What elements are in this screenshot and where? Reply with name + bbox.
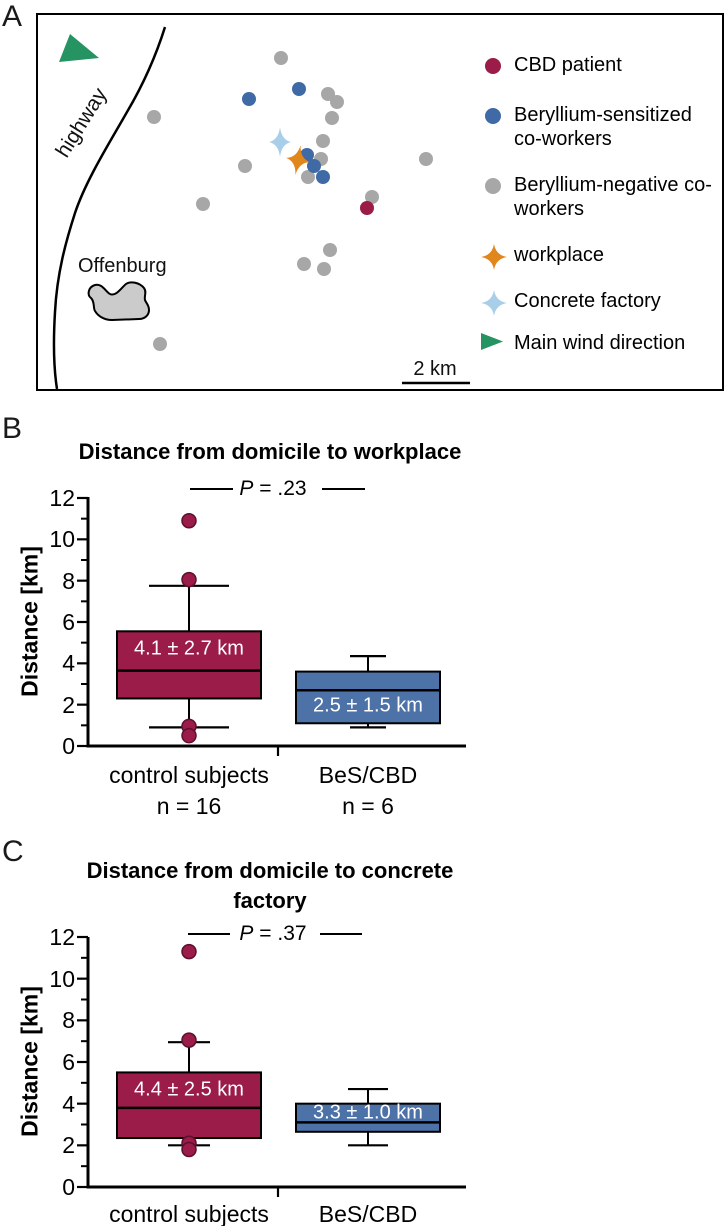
legend-item-ben-coworkers: Beryllium-negative co-workers xyxy=(480,173,716,221)
panel-c-bes-mean-label: 3.3 ± 1.0 km xyxy=(313,1101,423,1124)
p-number: = .23 xyxy=(259,477,307,500)
beryllium-sensitized-point xyxy=(242,92,256,106)
legend-label: CBD patient xyxy=(514,54,622,76)
panel-b-control-outlier-point xyxy=(181,571,197,588)
beryllium-sensitized-point xyxy=(292,82,306,96)
panel-b-tick-label: 8 xyxy=(62,567,75,594)
beryllium-negative-point xyxy=(330,95,344,109)
beryllium-negative-point xyxy=(365,190,379,204)
panel-b-p-value: P = .23 xyxy=(170,477,376,501)
panel-c-bes-cbd-box xyxy=(295,1102,441,1133)
panel-c-control-outlier-point xyxy=(181,943,197,960)
workplace-marker xyxy=(286,145,310,175)
beryllium-negative-point xyxy=(316,134,330,148)
city-shape xyxy=(87,281,150,321)
panel-c-title-line2: factory xyxy=(233,888,307,913)
panel-c-letter: C xyxy=(2,835,24,868)
legend-item-wind-direction: Main wind direction xyxy=(480,331,716,355)
beryllium-sensitized-point xyxy=(316,170,330,184)
panel-b-tick-label: 6 xyxy=(62,608,75,635)
legend-item-workplace: workplace xyxy=(480,243,716,270)
panel-c-tick-label: 2 xyxy=(62,1132,75,1159)
panel-b-tick-label: 2 xyxy=(62,691,75,718)
legend-label: workplace xyxy=(514,244,605,266)
beryllium-negative-point xyxy=(325,111,339,125)
beryllium-negative-point xyxy=(323,243,337,257)
main-wind-direction-marker xyxy=(59,34,99,62)
p-symbol: P xyxy=(239,477,254,500)
panel-c-control-mean-label: 4.4 ± 2.5 km xyxy=(134,1078,244,1101)
panel-b-bes-cbd-box xyxy=(295,670,441,725)
panel-b-control-outlier-point xyxy=(181,727,197,744)
beryllium-negative-point xyxy=(196,197,210,211)
panel-b-tick-label: 10 xyxy=(49,526,75,553)
beryllium-negative-point xyxy=(274,51,288,65)
panel-c-p-value: P = .37 xyxy=(170,922,376,946)
p-number: = .37 xyxy=(259,922,307,945)
city-label: Offenburg xyxy=(78,255,167,277)
panel-b-group2-label: BeS/CBD xyxy=(318,762,418,788)
beryllium-negative-point xyxy=(317,262,331,276)
panel-b-bes-mean-label: 2.5 ± 1.5 km xyxy=(313,694,423,717)
map-canvas xyxy=(52,26,470,389)
beryllium-sensitized-point xyxy=(307,159,321,173)
panel-b-control-box xyxy=(116,630,262,700)
panel-c-tick-label: 6 xyxy=(62,1049,75,1075)
map-panel: highway Offenburg 2 km CBD patient Beryl… xyxy=(36,13,724,391)
panel-c-control-outlier-point xyxy=(181,1032,197,1048)
panel-c-title-line1: Distance from domicile to concrete xyxy=(86,858,454,883)
panel-c-tick-label: 12 xyxy=(49,924,75,950)
beryllium-negative-point xyxy=(301,170,315,184)
beryllium-negative-point xyxy=(153,337,167,351)
panel-c-tick-label: 8 xyxy=(62,1007,75,1034)
panel-b-control-outlier-point xyxy=(181,512,197,529)
legend-label: Main wind direction xyxy=(514,332,686,354)
cbd-patient-point xyxy=(360,201,374,215)
panel-c-tick-label: 0 xyxy=(62,1174,75,1200)
panel-b-tick-label: 4 xyxy=(62,650,75,677)
panel-c-group1-label: control subjects xyxy=(109,1201,269,1226)
panel-c-control-outlier-point xyxy=(181,1141,197,1158)
legend-item-concrete-factory: Concrete factory xyxy=(480,289,716,316)
panel-a-letter: A xyxy=(2,0,23,33)
panel-b-group2-n: n = 6 xyxy=(342,793,394,819)
beryllium-negative-point xyxy=(147,110,161,124)
beryllium-negative-point xyxy=(297,257,311,271)
scale-bar-label: 2 km xyxy=(413,358,457,380)
beryllium-negative-point xyxy=(321,87,335,101)
p-symbol: P xyxy=(239,922,254,945)
legend-label: Beryllium-sensitized co-workers xyxy=(514,104,692,150)
panel-b-group1-label: control subjects xyxy=(109,762,269,788)
panel-b-letter: B xyxy=(2,412,23,445)
beryllium-negative-point xyxy=(419,152,433,166)
panel-b-control-mean-label: 4.1 ± 2.7 km xyxy=(134,637,244,660)
panel-b-title: Distance from domicile to workplace xyxy=(78,439,462,464)
panel-c-group2-label: BeS/CBD xyxy=(318,1201,418,1226)
panel-b-group1-n: n = 16 xyxy=(156,793,222,819)
beryllium-negative-point xyxy=(238,159,252,173)
highway-line xyxy=(52,26,167,389)
panel-c-tick-label: 4 xyxy=(62,1090,75,1117)
concrete-factory-marker xyxy=(269,127,291,157)
legend-item-cbd-patient: CBD patient xyxy=(480,53,716,77)
legend-label: Concrete factory xyxy=(514,290,661,312)
panel-c-tick-label: 10 xyxy=(49,965,75,992)
panel-b-tick-label: 12 xyxy=(49,484,75,511)
legend-item-bes-coworkers: Beryllium-sensitized co-workers xyxy=(480,103,716,151)
panel-b-tick-label: 0 xyxy=(62,733,75,759)
legend-label: Beryllium-negative co-workers xyxy=(514,174,712,220)
